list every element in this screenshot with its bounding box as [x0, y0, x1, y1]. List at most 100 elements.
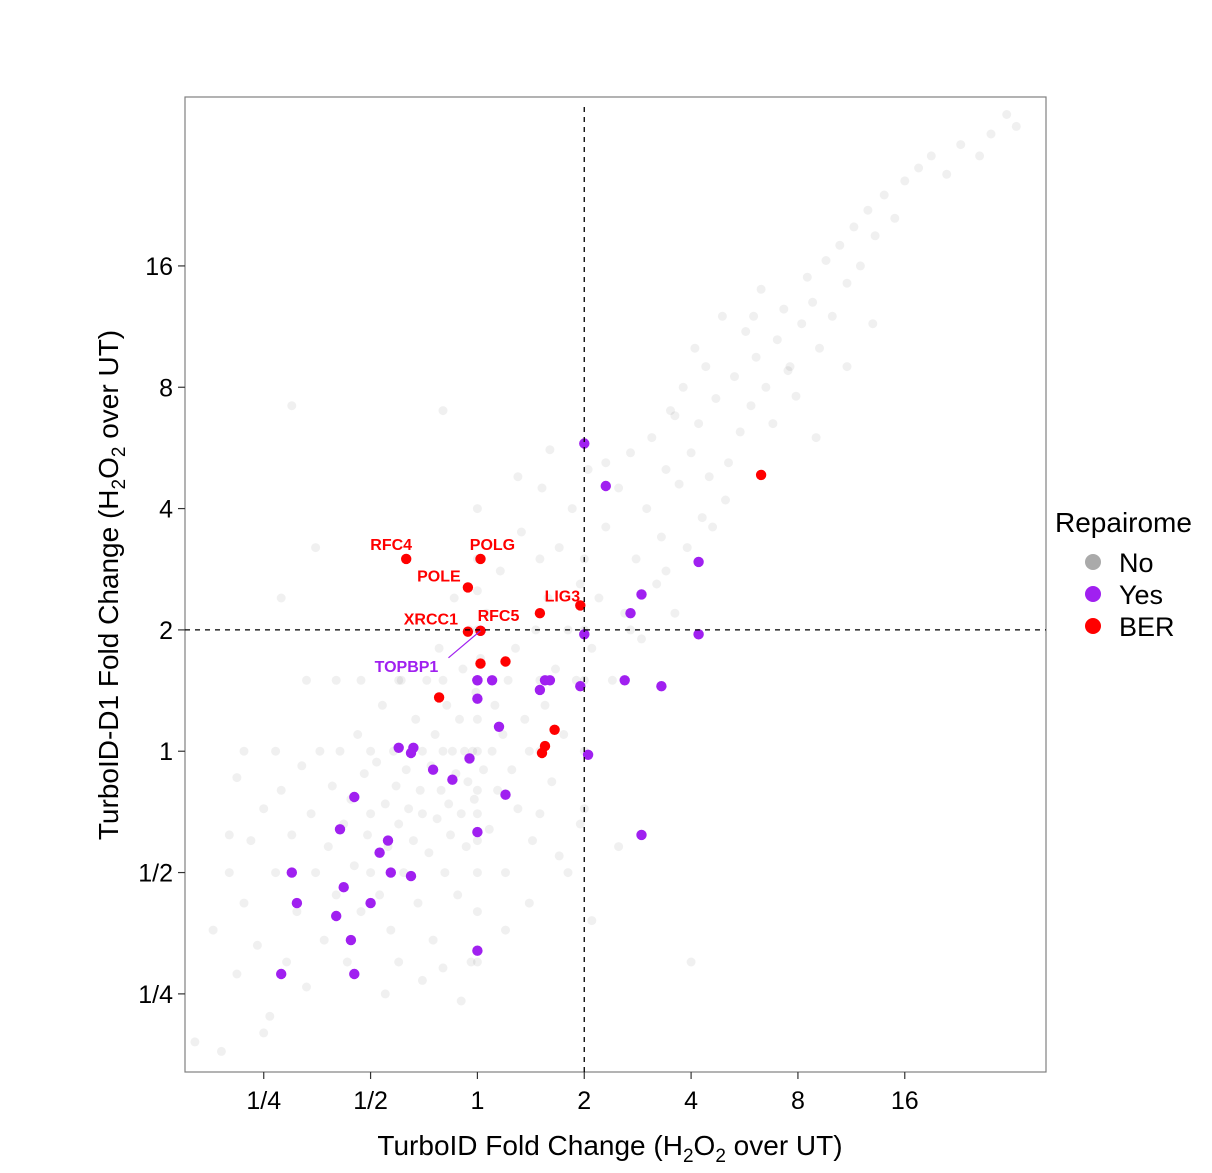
point-no-128 [554, 543, 564, 553]
point-no-198 [956, 140, 966, 150]
point-ber-0 [401, 553, 412, 565]
point-yes-26 [472, 826, 483, 838]
y-axis-title-mid: O [93, 457, 124, 479]
point-no-215 [513, 472, 523, 482]
point-no-228 [563, 868, 573, 878]
point-no-133 [575, 579, 585, 589]
legend-key-yes [1085, 586, 1101, 602]
point-no-184 [821, 256, 831, 265]
point-no-3 [224, 868, 234, 878]
point-ber-9 [433, 692, 445, 703]
point-no-1 [208, 925, 218, 935]
point-no-197 [942, 169, 952, 179]
y-tick-label: 4 [159, 496, 173, 524]
point-no-36 [366, 746, 376, 756]
point-no-185 [827, 311, 837, 321]
point-yes-18 [582, 749, 594, 760]
point-no-41 [377, 700, 387, 710]
point-no-161 [694, 419, 704, 429]
point-no-63 [430, 730, 440, 739]
point-no-17 [292, 907, 302, 917]
point-no-181 [802, 272, 812, 282]
point-no-227 [501, 925, 510, 935]
point-no-168 [730, 372, 739, 382]
point-yes-10 [544, 675, 556, 686]
point-no-231 [614, 842, 624, 852]
y-axis-ticks: 1/4 1/2 1 2 4 8 16 [138, 253, 185, 1009]
point-ber-3 [534, 608, 546, 619]
point-no-114 [516, 527, 526, 537]
point-no-20 [306, 809, 316, 819]
point-no-182 [808, 297, 818, 307]
point-no-144 [614, 483, 624, 493]
x-tick-label: 2 [577, 1087, 591, 1115]
point-no-177 [779, 304, 789, 314]
point-no-201 [1002, 110, 1012, 119]
point-yes-35 [291, 897, 303, 909]
point-no-117 [528, 836, 537, 846]
y-axis-title-sub: 2 [109, 479, 130, 490]
point-no-141 [594, 593, 604, 603]
point-no-27 [335, 746, 345, 756]
point-yes-20 [393, 742, 404, 753]
x-axis-ticks: 1/4 1/2 1 2 4 8 16 [246, 1072, 919, 1115]
point-yes-29 [382, 835, 394, 846]
point-no-78 [458, 664, 468, 674]
point-yes-17 [493, 721, 505, 732]
x-tick-label: 16 [891, 1087, 919, 1115]
gene-label-xrcc1: XRCC1 [404, 612, 458, 629]
point-no-9 [252, 940, 262, 950]
point-no-208 [721, 495, 730, 505]
gene-label-topbp1: TOPBP1 [375, 659, 439, 676]
point-no-155 [670, 608, 680, 618]
point-yes-5 [693, 629, 704, 640]
point-yes-32 [405, 870, 417, 882]
series-ber [401, 469, 767, 759]
point-no-80 [461, 842, 471, 852]
x-axis-title-prefix: TurboID Fold Change (H [377, 1130, 683, 1161]
point-no-76 [455, 714, 464, 724]
point-no-81 [463, 777, 473, 787]
point-no-75 [453, 890, 463, 900]
point-yes-4 [693, 556, 704, 568]
point-no-69 [442, 700, 452, 710]
point-no-116 [524, 746, 534, 756]
point-no-2 [216, 1046, 226, 1056]
point-no-225 [554, 851, 564, 861]
point-yes-28 [334, 824, 346, 835]
point-no-194 [900, 176, 910, 186]
point-no-16 [287, 830, 297, 840]
x-tick-label: 1/4 [246, 1087, 281, 1115]
x-axis-title-sub2: 2 [715, 1146, 726, 1167]
point-no-140 [587, 643, 597, 653]
point-no-129 [559, 730, 569, 739]
point-yes-11 [619, 675, 630, 686]
point-no-159 [686, 448, 696, 458]
point-no-62 [428, 935, 438, 945]
point-no-147 [631, 554, 641, 564]
point-no-48 [396, 675, 406, 685]
point-no-67 [438, 746, 448, 756]
point-no-191 [870, 231, 880, 241]
point-yes-27 [349, 791, 360, 803]
point-no-14 [276, 785, 286, 795]
point-no-96 [472, 836, 482, 846]
point-ber-10 [549, 724, 560, 735]
y-axis-title-sub2: 2 [109, 447, 130, 458]
point-no-214 [545, 445, 555, 455]
point-no-199 [975, 151, 985, 161]
point-no-171 [746, 401, 756, 411]
point-no-98 [472, 586, 482, 596]
point-ber-7 [500, 656, 511, 667]
point-no-47 [394, 819, 404, 829]
point-no-167 [724, 458, 733, 468]
point-no-33 [356, 907, 366, 917]
legend-label-yes: Yes [1119, 580, 1163, 610]
point-no-15 [282, 957, 292, 967]
point-no-143 [607, 675, 617, 685]
point-yes-16 [472, 693, 483, 704]
point-no-127 [551, 664, 560, 674]
point-yes-2 [636, 589, 647, 600]
point-no-224 [438, 675, 448, 685]
